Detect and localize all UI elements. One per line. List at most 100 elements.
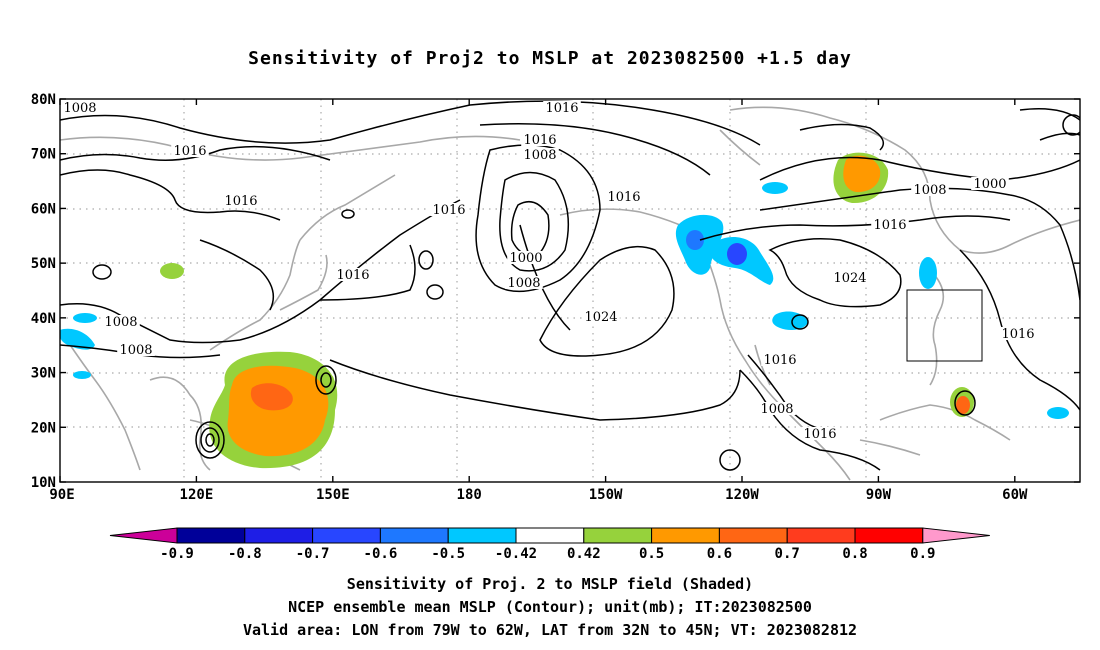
contour-label-bg xyxy=(117,343,155,356)
latitude-label: 50N xyxy=(31,256,56,272)
colorbar-label: -0.42 xyxy=(495,546,537,562)
colorbar-swatch xyxy=(176,527,246,544)
contour-label-bg xyxy=(521,133,559,146)
negative-sensitivity-region xyxy=(772,311,808,330)
colorbar-swatch xyxy=(854,527,924,544)
latitude-label: 40N xyxy=(31,311,56,327)
positive-sensitivity-region xyxy=(956,396,970,414)
closed-contours xyxy=(92,114,1080,471)
longitude-label: 120W xyxy=(725,487,759,503)
colorbar-label: 0.6 xyxy=(707,546,732,562)
contour-label: 1016 xyxy=(763,353,796,368)
negative-sensitivity-region xyxy=(73,313,97,323)
contour-label-bg xyxy=(999,327,1037,340)
contour-label-bg xyxy=(61,101,99,114)
contour-label-bg xyxy=(971,177,1009,190)
latitude-labels: 80N 70N 60N 50N 40N 30N 20N 10N xyxy=(31,92,56,491)
caption-line-1: Sensitivity of Proj. 2 to MSLP field (Sh… xyxy=(346,575,754,593)
caption-line-3: Valid area: LON from 79W to 62W, LAT fro… xyxy=(242,621,858,639)
longitude-label: 180 xyxy=(457,487,482,503)
plot-title: Sensitivity of Proj2 to MSLP at 20230825… xyxy=(248,48,852,69)
positive-sensitivity-region xyxy=(227,365,329,457)
positive-sensitivity-region xyxy=(843,155,881,193)
negative-sensitivity-region xyxy=(919,257,937,289)
contour-label: 1016 xyxy=(224,194,257,209)
latitude-label: 80N xyxy=(31,92,56,108)
colorbar-extend-high xyxy=(922,527,990,544)
contour-label: 1008 xyxy=(119,343,152,358)
negative-sensitivity-region xyxy=(60,328,95,350)
latitude-label: 60N xyxy=(31,201,56,217)
contour-label: 1000 xyxy=(509,251,542,266)
colorbar-labels: -0.9 -0.8 -0.7 -0.6 -0.5 -0.42 0.42 0.5 0.6 0.7 0.… xyxy=(160,546,935,562)
contour-label: 1016 xyxy=(1001,327,1034,342)
contour-label-bg xyxy=(871,218,909,231)
sensitivity-shading xyxy=(60,152,1069,469)
contour-label-bg xyxy=(761,353,799,366)
contour-label: 1016 xyxy=(523,133,556,148)
contour-label: 1016 xyxy=(336,268,369,283)
colorbar-swatch xyxy=(718,527,788,544)
colorbar xyxy=(109,527,990,544)
contour-label: 1008 xyxy=(63,101,96,116)
longitude-label: 150E xyxy=(316,487,350,503)
contour-label-bg xyxy=(543,101,581,114)
colorbar-label: -0.8 xyxy=(228,546,262,562)
contour-label: 1008 xyxy=(760,402,793,417)
caption-line-2: NCEP ensemble mean MSLP (Contour); unit(… xyxy=(288,598,812,616)
contour-label-bg xyxy=(507,251,545,264)
longitude-label: 60W xyxy=(1002,487,1028,503)
negative-sensitivity-region xyxy=(1047,407,1069,419)
contour-label: 1016 xyxy=(432,203,465,218)
colorbar-swatch xyxy=(447,527,517,544)
positive-sensitivity-region xyxy=(160,263,184,279)
latitude-label: 30N xyxy=(31,366,56,382)
colorbar-label: -0.6 xyxy=(364,546,398,562)
contour-label-bg xyxy=(801,427,839,440)
contour-label-bg xyxy=(831,271,869,284)
negative-sensitivity-region xyxy=(686,230,704,250)
contour-label-bg xyxy=(334,268,372,281)
colorbar-label: 0.9 xyxy=(910,546,935,562)
colorbar-swatch xyxy=(244,527,314,544)
contour-label-bg xyxy=(171,144,209,157)
colorbar-swatch xyxy=(379,527,449,544)
contour-label-bg xyxy=(102,315,140,328)
contour-label-bg xyxy=(911,183,949,196)
contour-label: 1016 xyxy=(873,218,906,233)
contour-label: 1000 xyxy=(973,177,1006,192)
colorbar-extend-low xyxy=(109,527,178,544)
longitude-label: 150W xyxy=(589,487,623,503)
longitude-label: 90E xyxy=(49,487,74,503)
contour-label-bg xyxy=(430,203,468,216)
contour-label: 1016 xyxy=(607,190,640,205)
negative-sensitivity-region xyxy=(73,371,91,379)
negative-sensitivity-region xyxy=(727,243,747,265)
colorbar-swatch xyxy=(312,527,381,544)
colorbar-label: -0.5 xyxy=(431,546,465,562)
contour-label: 1016 xyxy=(803,427,836,442)
longitude-labels: 90E 120E 150E 180 150W 120W 90W 60W xyxy=(49,487,1028,503)
colorbar-swatch xyxy=(651,527,720,544)
colorbar-swatch xyxy=(583,527,653,544)
colorbar-label: 0.5 xyxy=(639,546,664,562)
negative-sensitivity-region xyxy=(762,182,788,194)
colorbar-label: -0.9 xyxy=(160,546,194,562)
contour-label-bg xyxy=(505,276,543,289)
latitude-label: 10N xyxy=(31,475,56,491)
colorbar-swatch xyxy=(515,527,585,544)
positive-sensitivity-region xyxy=(322,374,334,386)
colorbar-label: -0.7 xyxy=(296,546,330,562)
contour-label: 1024 xyxy=(584,310,617,325)
contour-label-bg xyxy=(582,310,620,323)
contour-label-bg xyxy=(758,402,796,415)
valid-area-box xyxy=(906,289,983,362)
contour-label-bg xyxy=(605,190,643,203)
plot-frame xyxy=(59,98,1081,483)
contour-label: 1024 xyxy=(833,271,866,286)
longitude-label: 120E xyxy=(180,487,214,503)
latitude-label: 20N xyxy=(31,420,56,436)
contour-label: 1008 xyxy=(523,148,556,163)
